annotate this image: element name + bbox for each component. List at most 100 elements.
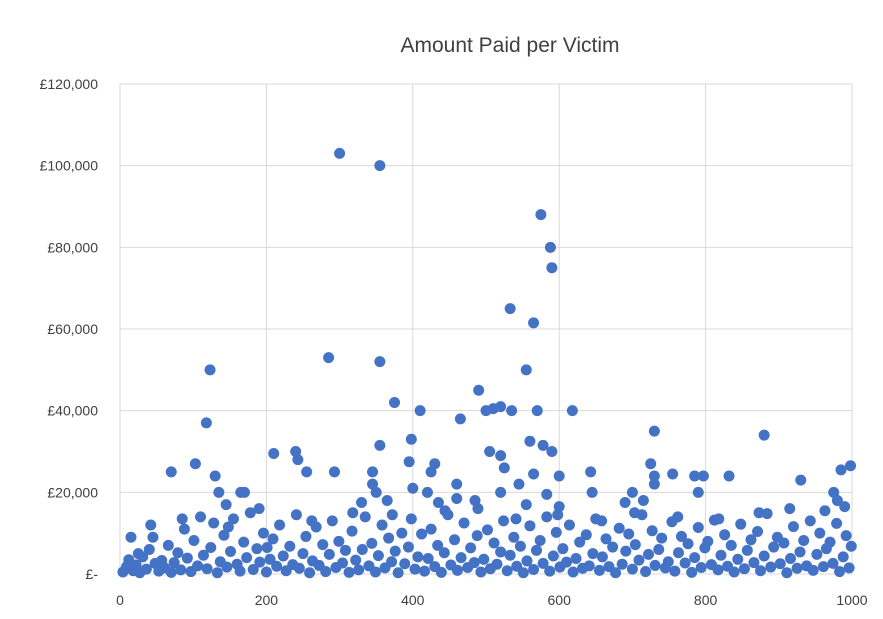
scatter-point: [145, 519, 157, 531]
scatter-point: [528, 564, 540, 576]
scatter-point: [208, 517, 220, 529]
scatter-point: [637, 495, 649, 506]
y-tick-label: £80,000: [47, 239, 98, 255]
scatter-point: [814, 527, 826, 539]
scatter-point: [656, 532, 668, 544]
scatter-point: [498, 462, 510, 474]
scatter-point: [804, 515, 816, 527]
scatter-point: [626, 563, 638, 575]
scatter-point: [414, 405, 426, 417]
scatter-point: [745, 534, 757, 546]
scatter-point: [752, 526, 764, 538]
scatter-point: [798, 535, 810, 547]
scatter-point: [587, 548, 599, 560]
scatter-point: [244, 507, 256, 519]
scatter-point: [501, 565, 513, 577]
scatter-point: [537, 557, 549, 569]
scatter-point: [648, 478, 660, 490]
scatter-point: [689, 470, 701, 482]
scatter-point: [271, 560, 283, 572]
x-tick-label: 800: [694, 592, 718, 608]
scatter-point: [197, 549, 209, 561]
scatter-point: [350, 554, 362, 566]
scatter-point: [524, 520, 536, 532]
scatter-point: [195, 511, 207, 523]
scatter-point: [517, 567, 529, 579]
scatter-point: [165, 466, 177, 478]
scatter-point: [495, 450, 507, 462]
y-tick-label: £20,000: [47, 484, 98, 500]
scatter-point: [817, 561, 829, 573]
scatter-point: [580, 529, 592, 541]
scatter-point: [702, 535, 714, 547]
y-tick-label: £100,000: [40, 158, 99, 174]
scatter-point: [323, 352, 335, 364]
scatter-point: [643, 548, 655, 560]
scatter-point: [326, 515, 338, 527]
scatter-point: [284, 540, 296, 552]
scatter-point: [132, 548, 144, 560]
scatter-point: [402, 541, 414, 553]
scatter-point: [367, 466, 379, 478]
scatter-point: [374, 160, 386, 172]
scatter-point: [405, 513, 417, 525]
scatter-point: [553, 501, 565, 513]
scatter-point: [465, 542, 477, 554]
scatter-point: [840, 530, 852, 542]
scatter-point: [553, 470, 565, 482]
data-points: [117, 147, 857, 579]
scatter-point: [835, 464, 847, 476]
x-tick-label: 1000: [836, 592, 867, 608]
scatter-point: [495, 401, 507, 413]
scatter-point: [531, 544, 543, 556]
scatter-point: [697, 470, 709, 482]
scatter-point: [774, 558, 786, 570]
scatter-point: [425, 523, 437, 535]
scatter-point: [561, 556, 573, 568]
scatter-point: [768, 541, 780, 553]
scatter-point: [425, 466, 437, 478]
scatter-point: [359, 511, 371, 523]
scatter-point: [544, 565, 556, 577]
scatter-point: [758, 550, 770, 562]
scatter-point: [593, 564, 605, 576]
y-tick-label: £60,000: [47, 321, 98, 337]
scatter-point: [372, 550, 384, 562]
scatter-point: [541, 488, 553, 500]
scatter-point: [491, 558, 503, 570]
scatter-point: [728, 566, 740, 578]
scatter-point: [421, 486, 433, 498]
scatter-point: [824, 536, 836, 548]
scatter-point: [454, 413, 466, 425]
scatter-point: [662, 556, 674, 568]
scatter-point: [143, 544, 155, 555]
scatter-point: [845, 460, 857, 472]
scatter-point: [653, 544, 665, 555]
scatter-point: [753, 507, 765, 519]
scatter-point: [692, 486, 704, 498]
scatter-point: [168, 557, 180, 569]
scatter-point: [646, 525, 658, 537]
scatter-point: [366, 537, 378, 549]
scatter-point: [596, 551, 608, 563]
scatter-point: [755, 565, 766, 577]
scatter-point: [386, 556, 398, 568]
scatter-point: [692, 521, 704, 533]
scatter-point: [723, 470, 735, 482]
scatter-point: [176, 513, 188, 525]
x-tick-label: 0: [116, 592, 124, 608]
scatter-point: [831, 495, 843, 506]
scatter-point: [200, 417, 212, 429]
y-tick-label: £-: [86, 566, 99, 582]
scatter-point: [353, 564, 365, 576]
scatter-point: [478, 553, 490, 565]
scatter-point: [712, 564, 724, 576]
scatter-point: [220, 499, 232, 511]
scatter-point: [831, 517, 843, 529]
scatter-point: [403, 456, 415, 468]
scatter-point: [633, 554, 645, 566]
scatter-point: [306, 515, 318, 527]
scatter-point: [407, 482, 419, 494]
scatter-point: [811, 548, 823, 560]
scatter-point: [165, 566, 177, 578]
